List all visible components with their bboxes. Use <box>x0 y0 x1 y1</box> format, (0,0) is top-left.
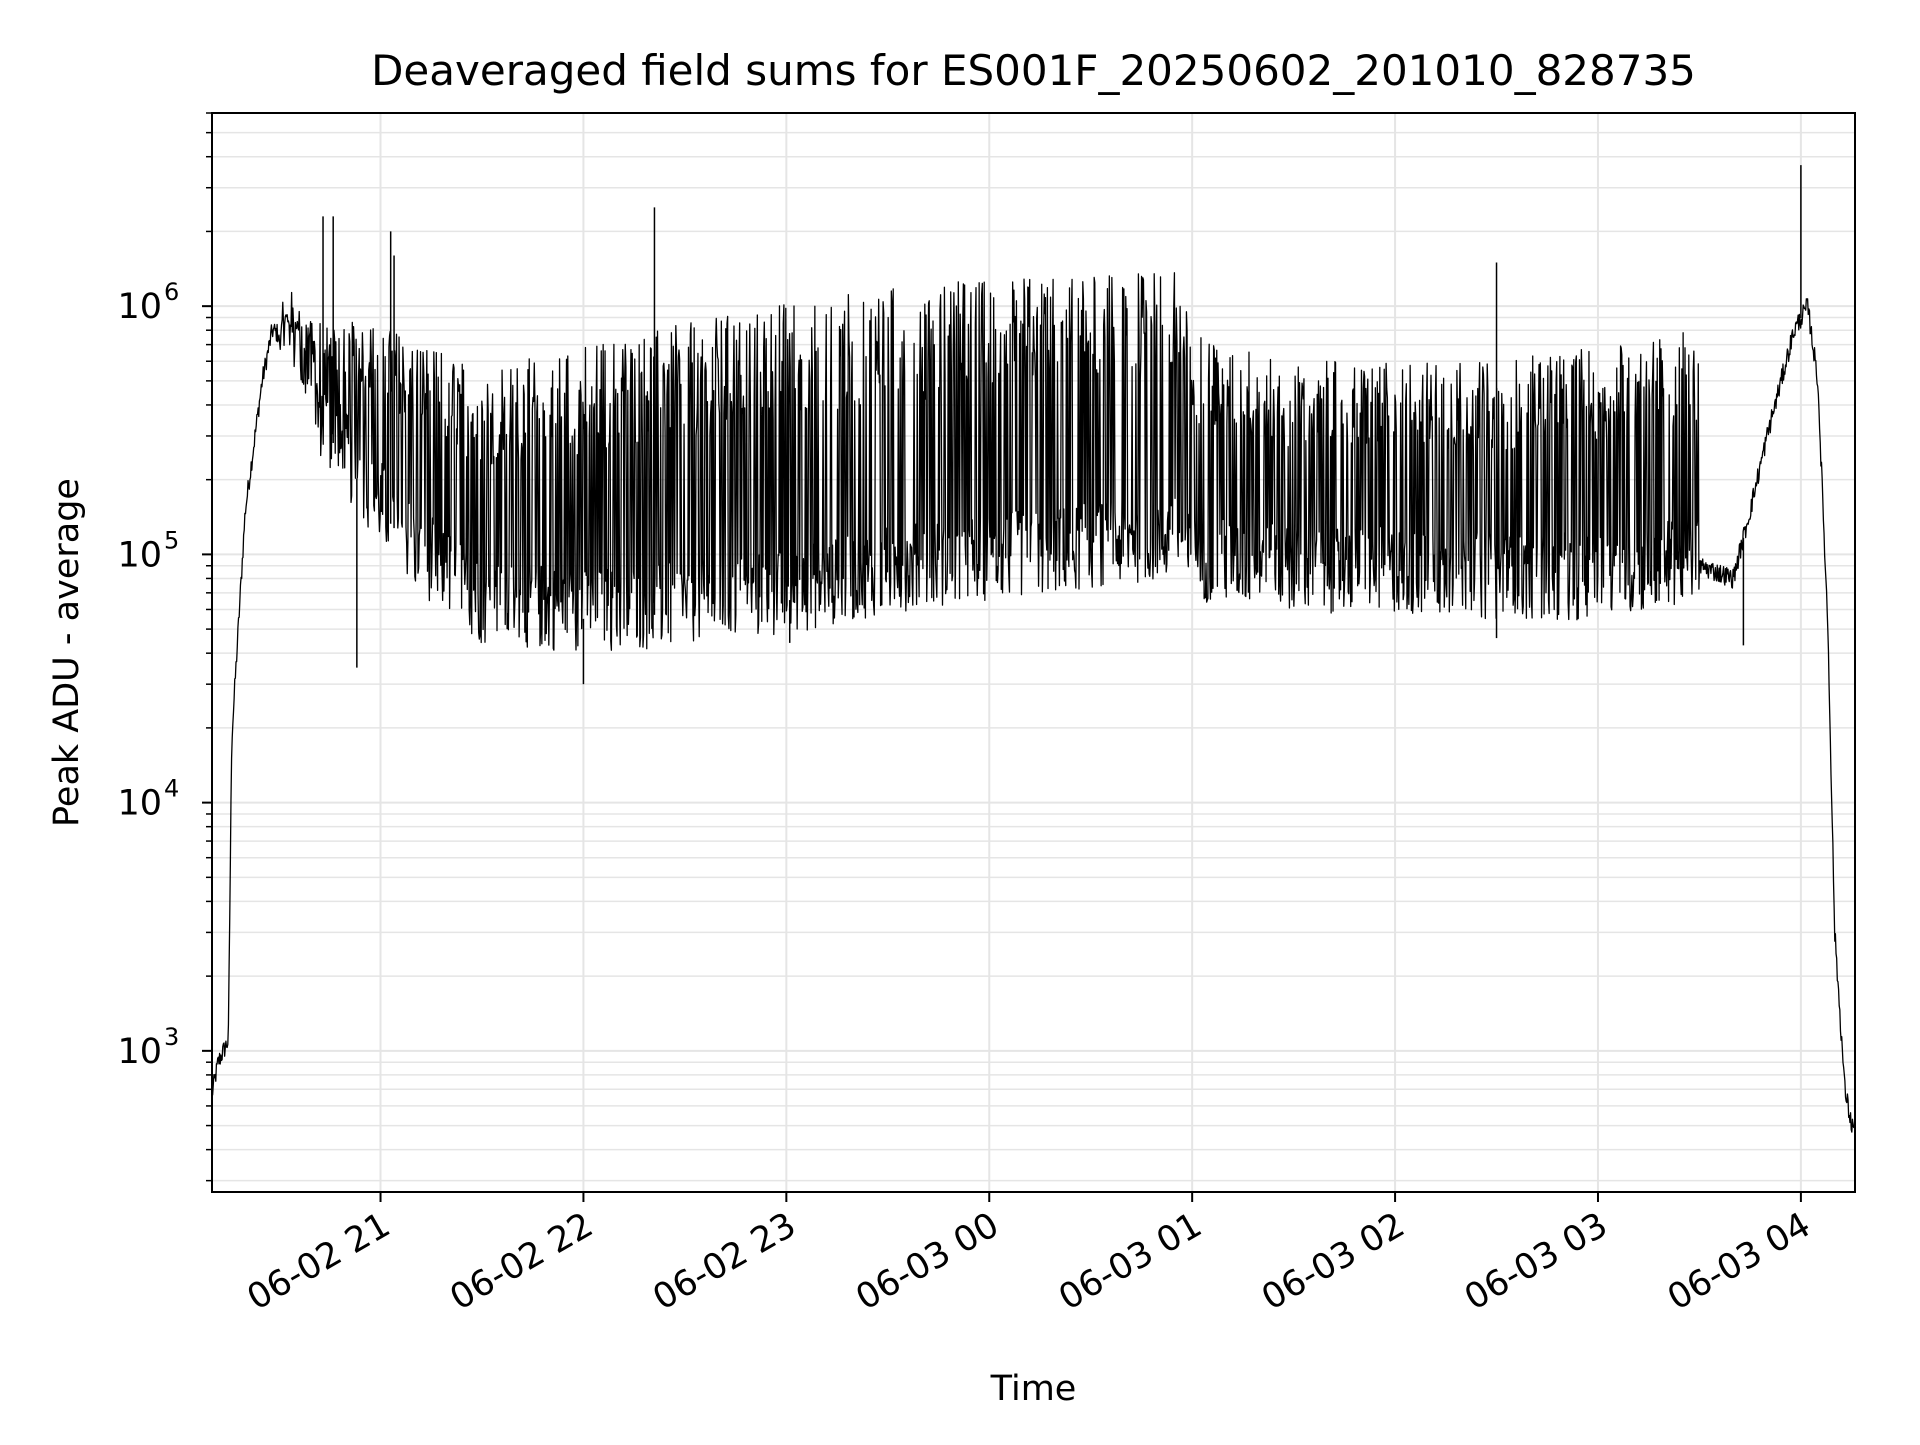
y-tick-exponent: 6 <box>164 278 179 306</box>
y-tick-label: 10 <box>117 535 162 575</box>
series-line <box>211 272 1856 1133</box>
plot-area <box>211 165 1856 1142</box>
x-axis-label: Time <box>990 1369 1077 1409</box>
y-tick-exponent: 3 <box>164 1023 179 1051</box>
y-tick-label: 10 <box>117 1032 162 1072</box>
y-tick-label: 10 <box>117 784 162 824</box>
chart-title: Deaveraged field sums for ES001F_2025060… <box>371 46 1696 95</box>
y-tick-exponent: 5 <box>164 526 179 554</box>
y-tick-exponent: 4 <box>164 775 179 803</box>
y-axis-label: Peak ADU - average <box>47 478 87 827</box>
y-tick-label: 10 <box>117 287 162 327</box>
